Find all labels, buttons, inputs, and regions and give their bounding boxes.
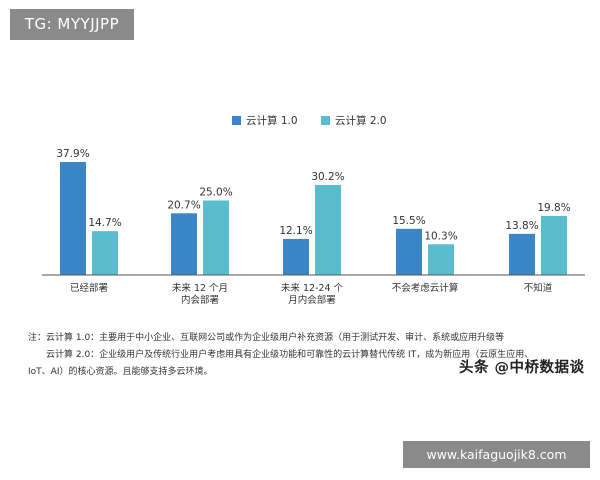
chart-legend: 云计算 1.0 云计算 2.0 — [232, 114, 387, 127]
chart-bars: 37.9% 14.7% 20.7%25.0% 12.1% 30.2% 15.5% 10.3%… — [56, 148, 571, 275]
x-tick-label-2-2: 内会部署 — [181, 294, 219, 306]
source-watermark: 头条 @中桥数据谈 — [459, 360, 585, 376]
legend-swatch-1 — [232, 116, 241, 125]
x-tick-label-3-2: 月内会部署 — [288, 294, 336, 306]
bar-s2-c4 — [428, 244, 454, 275]
data-label-s2-c1: 14.7% — [88, 217, 121, 229]
data-label-s2-c2: 25.0% — [199, 186, 232, 198]
bar-s1-c1 — [60, 162, 86, 275]
data-label-s1-c4: 15.5% — [392, 215, 425, 227]
data-label-s1-c3: 12.1% — [279, 225, 312, 237]
bar-chart: 云计算 1.0 云计算 2.0 37.9% 14.7% 20.7%25.0% 12.1%… — [42, 114, 585, 306]
data-label-s2-c4: 10.3% — [424, 230, 457, 242]
bar-s1-c5 — [509, 233, 535, 275]
x-tick-label-4: 不会考虑云计算 — [392, 282, 459, 294]
data-label-s1-c2: 20.7% — [167, 199, 200, 211]
bar-s2-c1 — [92, 231, 118, 275]
data-label-s1-c1: 37.9% — [56, 148, 89, 160]
note-line-1: 注：云计算 1.0：主要用于中小企业、互联网公司或作为企业级用户补充资源（用于测… — [28, 333, 505, 343]
data-label-s2-c3: 30.2% — [311, 171, 344, 183]
bar-s2-c2 — [203, 200, 229, 275]
data-label-s2-c5: 19.8% — [537, 202, 570, 214]
bar-s1-c4 — [396, 228, 422, 275]
bar-s1-c3 — [283, 238, 309, 275]
legend-label-2: 云计算 2.0 — [335, 114, 387, 127]
note-line-3: IoT、AI）的核心资源。且能够支持多云环境。 — [28, 367, 213, 377]
x-tick-label-1: 已经部署 — [70, 282, 108, 294]
x-tick-label-3-1: 未来 12-24 个 — [281, 282, 344, 294]
legend-swatch-2 — [321, 116, 330, 125]
bar-s2-c5 — [541, 215, 567, 275]
x-tick-label-5: 不知道 — [524, 282, 553, 294]
note-line-2: 云计算 2.0：企业级用户及传统行业用户考虑用具有企业级功能和可靠性的云计算替代… — [28, 350, 534, 360]
tg-badge: TG: MYYJJPP — [10, 9, 134, 40]
chart-notes: 注：云计算 1.0：主要用于中小企业、互联网公司或作为企业级用户补充资源（用于测… — [28, 330, 588, 381]
bar-s2-c3 — [315, 184, 341, 275]
site-url-badge: www.kaifaguojik8.com — [403, 441, 590, 468]
bar-s1-c2 — [171, 213, 197, 275]
x-tick-label-2-1: 未来 12 个月 — [172, 282, 228, 294]
data-label-s1-c5: 13.8% — [505, 220, 538, 232]
legend-label-1: 云计算 1.0 — [246, 114, 298, 127]
